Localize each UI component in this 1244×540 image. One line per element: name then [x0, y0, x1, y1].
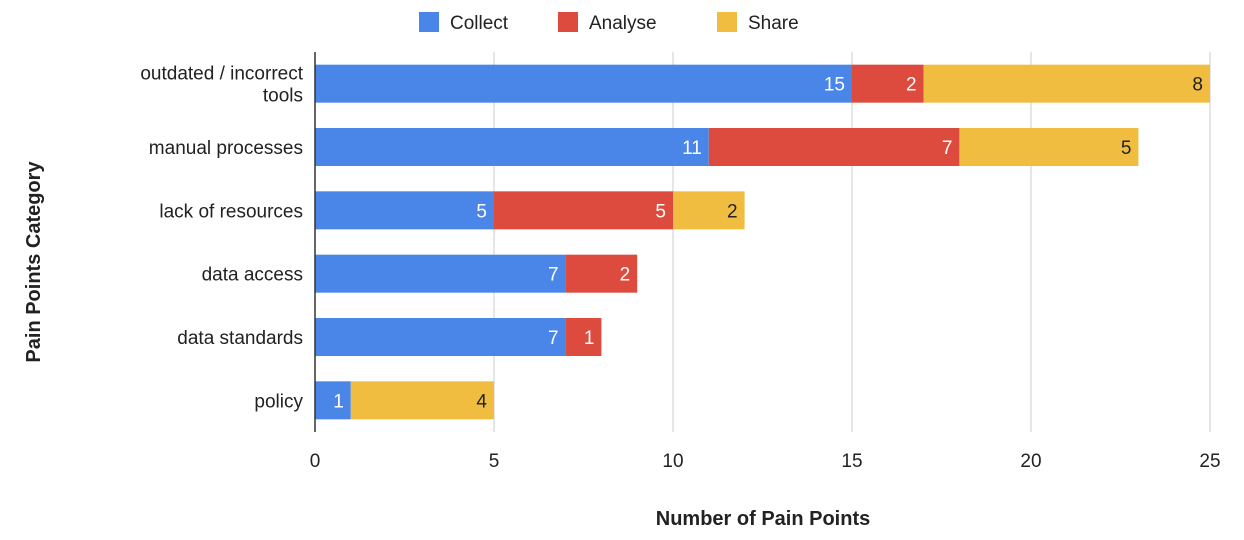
x-axis-title: Number of Pain Points: [656, 508, 870, 530]
data-label: 1: [584, 328, 595, 349]
x-tick-label: 0: [310, 451, 321, 472]
legend-swatch-collect: [419, 12, 439, 32]
legend-swatch-share: [717, 12, 737, 32]
x-tick-label: 25: [1199, 451, 1220, 472]
bar-segment-share: [673, 191, 745, 230]
x-tick-label: 15: [841, 451, 862, 472]
data-label: 1: [333, 391, 344, 412]
data-label: 7: [942, 138, 953, 159]
legend: Collect Analyse Share: [419, 12, 799, 34]
bar-segment-analyse: [565, 318, 602, 356]
bar-segment-collect: [315, 318, 566, 356]
bar-segment-share: [959, 128, 1139, 166]
category-label: data access: [202, 265, 303, 286]
data-label: 2: [906, 75, 917, 96]
category-label: lack of resources: [159, 201, 303, 222]
category-label: manual processes: [149, 138, 303, 159]
bar-segment-analyse: [852, 64, 924, 103]
data-label: 7: [548, 328, 559, 349]
data-label: 5: [655, 201, 666, 222]
legend-swatch-analyse: [558, 12, 578, 32]
bar-segment-share: [350, 381, 494, 420]
legend-label-analyse: Analyse: [589, 13, 657, 34]
data-label: 7: [548, 265, 559, 286]
data-label: 4: [476, 391, 487, 412]
bar-segment-collect: [315, 191, 494, 230]
bar-segment-collect: [315, 64, 852, 103]
x-tick-labels: 0 5 10 15 20 25: [310, 451, 1221, 472]
category-label: policy: [254, 391, 303, 412]
bar-segment-analyse: [565, 254, 638, 293]
data-label: 15: [824, 75, 845, 96]
x-tick-label: 5: [489, 451, 500, 472]
gridlines: [493, 52, 1211, 432]
bar-segment-analyse: [494, 191, 673, 230]
y-axis-title: Pain Points Category: [23, 161, 45, 363]
bar-segment-collect: [315, 254, 566, 293]
bar-segment-share: [923, 64, 1210, 103]
data-label: 5: [476, 201, 487, 222]
data-label: 2: [620, 265, 631, 286]
category-label: tools: [263, 86, 303, 107]
bars: 15 2 811 7 55 5 27 27 11 4: [315, 64, 1210, 420]
x-tick-label: 20: [1020, 451, 1041, 472]
legend-label-share: Share: [748, 13, 799, 34]
category-label: data standards: [177, 328, 303, 349]
data-label: 2: [727, 201, 738, 222]
bar-segment-collect: [315, 128, 709, 166]
category-label: outdated / incorrect: [140, 64, 303, 85]
data-label: 11: [682, 138, 702, 159]
x-tick-label: 10: [662, 451, 683, 472]
bar-segment-analyse: [708, 128, 960, 166]
data-label: 5: [1121, 138, 1132, 159]
bar-segment-collect: [315, 381, 351, 420]
data-label: 8: [1192, 75, 1203, 96]
legend-label-collect: Collect: [450, 13, 509, 34]
